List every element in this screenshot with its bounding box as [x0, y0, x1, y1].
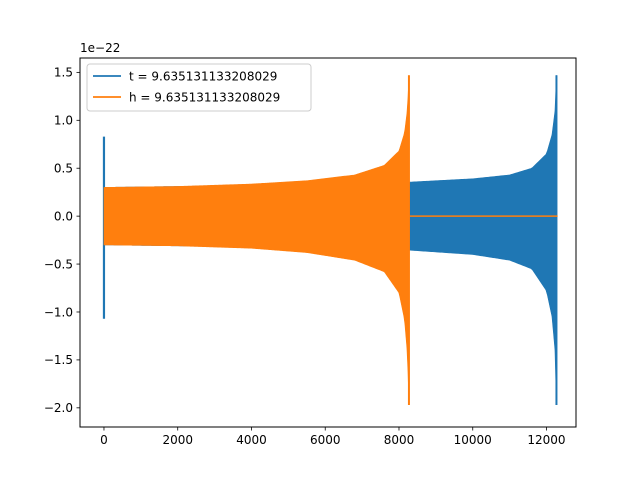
x-axis: 0 2000 4000 6000 8000 10000 12000	[100, 427, 566, 447]
y-axis: −2.0 −1.5 −1.0 −0.5 0.0 0.5 1.0 1.5	[44, 66, 80, 415]
chart-marks	[102, 75, 558, 405]
y-tick-label: −1.0	[44, 305, 73, 319]
x-tick-label: 2000	[162, 433, 193, 447]
y-tick-label: 1.5	[54, 66, 73, 80]
y-tick-label: 1.0	[54, 114, 73, 128]
y-tick-label: −2.0	[44, 401, 73, 415]
y-tick-label: 0.5	[54, 162, 73, 176]
legend-label: h = 9.635131133208029	[129, 91, 280, 105]
y-tick-label: −0.5	[44, 257, 73, 271]
y-tick-label: 0.0	[54, 209, 73, 223]
x-tick-label: 6000	[310, 433, 341, 447]
x-tick-label: 4000	[236, 433, 267, 447]
plot-frame	[79, 57, 577, 428]
legend: t = 9.635131133208029 h = 9.6351311332080…	[86, 63, 312, 112]
legend-label: t = 9.635131133208029	[129, 70, 277, 84]
x-tick-label: 10000	[454, 433, 492, 447]
y-tick-label: −1.5	[44, 353, 73, 367]
x-tick-label: 8000	[384, 433, 415, 447]
series-h-envelope	[103, 75, 410, 405]
x-tick-label: 0	[100, 433, 108, 447]
y-offset-label: 1e−22	[80, 41, 120, 55]
x-tick-label: 12000	[527, 433, 565, 447]
series-h	[103, 75, 558, 405]
legend-box	[86, 63, 312, 112]
